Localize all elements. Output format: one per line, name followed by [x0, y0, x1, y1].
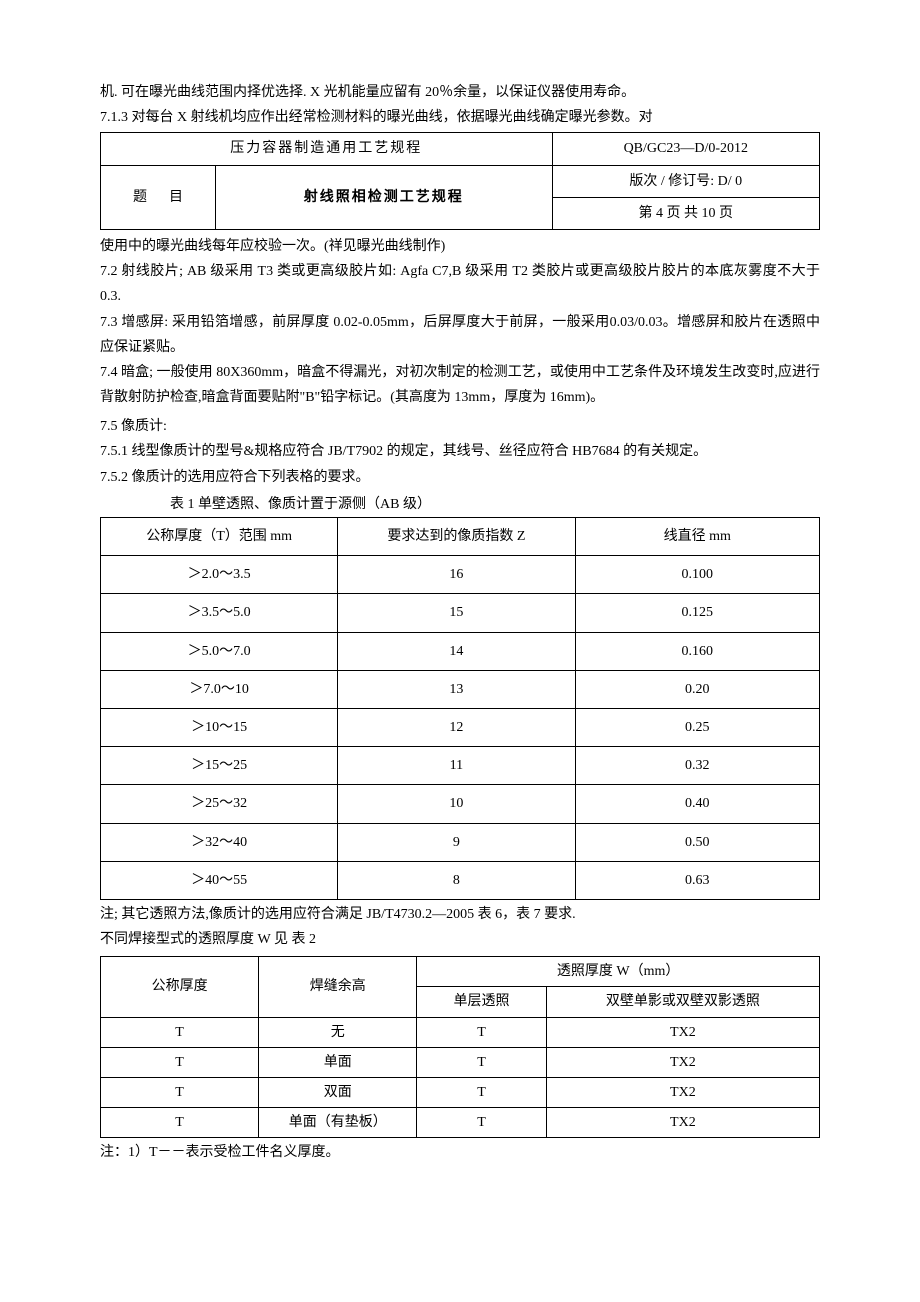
cell: ＞7.0～10	[101, 670, 338, 708]
cell: ＞10～15	[101, 708, 338, 746]
table2-header-row1: 公称厚度 焊缝余高 透照厚度 W（mm）	[101, 957, 820, 987]
cell: ＞40～55	[101, 861, 338, 899]
cell: TX2	[546, 1047, 819, 1077]
document-header-table: 压力容器制造通用工艺规程 QB/GC23—D/0-2012 题目 射线照相检测工…	[100, 132, 820, 230]
cell: 0.25	[575, 708, 819, 746]
table-row: T双面TTX2	[101, 1078, 820, 1108]
t2-h-nominal: 公称厚度	[101, 957, 259, 1017]
cell: T	[417, 1078, 546, 1108]
paragraph-intro-2: 7.1.3 对每台 X 射线机均应作出经常检测材料的曝光曲线，依据曝光曲线确定曝…	[100, 105, 820, 130]
table1-h0: 公称厚度（T）范围 mm	[101, 518, 338, 556]
table2: 公称厚度 焊缝余高 透照厚度 W（mm） 单层透照 双壁单影或双壁双影透照 T无…	[100, 956, 820, 1138]
cell: 16	[338, 556, 575, 594]
table-row: ＞15～25110.32	[101, 747, 820, 785]
cell: ＞2.0～3.5	[101, 556, 338, 594]
cell: 0.100	[575, 556, 819, 594]
table-row: ＞32～4090.50	[101, 823, 820, 861]
cell: 11	[338, 747, 575, 785]
table1: 公称厚度（T）范围 mm 要求达到的像质指数 Z 线直径 mm ＞2.0～3.5…	[100, 517, 820, 900]
paragraph-7: 7.5 像质计:	[100, 414, 820, 439]
paragraph-3: 使用中的曝光曲线每年应校验一次。(祥见曝光曲线制作)	[100, 234, 820, 259]
table-row: ＞25～32100.40	[101, 785, 820, 823]
cell: T	[101, 1047, 259, 1077]
doc-title: 压力容器制造通用工艺规程	[101, 133, 553, 165]
table1-header-row: 公称厚度（T）范围 mm 要求达到的像质指数 Z 线直径 mm	[101, 518, 820, 556]
cell: 单面	[259, 1047, 417, 1077]
cell: T	[101, 1108, 259, 1138]
cell: ＞25～32	[101, 785, 338, 823]
paragraph-6: 7.4 暗盒; 一般使用 80X360mm，暗盒不得漏光，对初次制定的检测工艺，…	[100, 360, 820, 410]
paragraph-4: 7.2 射线胶片; AB 级采用 T3 类或更高级胶片如: Agfa C7,B …	[100, 259, 820, 309]
table1-h1: 要求达到的像质指数 Z	[338, 518, 575, 556]
cell: TX2	[546, 1078, 819, 1108]
table-row: T单面（有垫板）TTX2	[101, 1108, 820, 1138]
cell: 0.50	[575, 823, 819, 861]
cell: 9	[338, 823, 575, 861]
table-row: T无TTX2	[101, 1017, 820, 1047]
cell: 13	[338, 670, 575, 708]
t2-h-double: 双壁单影或双壁双影透照	[546, 987, 819, 1017]
cell: 0.160	[575, 632, 819, 670]
cell: 0.32	[575, 747, 819, 785]
table-row: T单面TTX2	[101, 1047, 820, 1077]
cell: 0.125	[575, 594, 819, 632]
revision-info: 版次 / 修订号: D/ 0	[552, 165, 819, 197]
cell: T	[417, 1047, 546, 1077]
paragraph-5: 7.3 增感屏: 采用铅箔增感，前屏厚度 0.02-0.05mm，后屏厚度大于前…	[100, 310, 820, 360]
cell: 无	[259, 1017, 417, 1047]
cell: 0.20	[575, 670, 819, 708]
cell: T	[101, 1078, 259, 1108]
table-row: ＞2.0～3.5160.100	[101, 556, 820, 594]
page-info: 第 4 页 共 10 页	[552, 197, 819, 229]
table1-note1: 注; 其它透照方法,像质计的选用应符合满足 JB/T4730.2—2005 表 …	[100, 902, 820, 927]
table1-note2: 不同焊接型式的透照厚度 W 见 表 2	[100, 927, 820, 952]
t2-h-weld: 焊缝余高	[259, 957, 417, 1017]
table-row: ＞10～15120.25	[101, 708, 820, 746]
cell: TX2	[546, 1017, 819, 1047]
cell: ＞32～40	[101, 823, 338, 861]
paragraph-9: 7.5.2 像质计的选用应符合下列表格的要求。	[100, 465, 820, 490]
cell: 双面	[259, 1078, 417, 1108]
table-row: ＞5.0～7.0140.160	[101, 632, 820, 670]
cell: 0.40	[575, 785, 819, 823]
cell: 8	[338, 861, 575, 899]
table2-note: 注：1）T－－表示受检工件名义厚度。	[100, 1140, 820, 1165]
cell: 10	[338, 785, 575, 823]
paragraph-intro-1: 机. 可在曝光曲线范围内择优选择. X 光机能量应留有 20％余量，以保证仪器使…	[100, 80, 820, 105]
main-title: 射线照相检测工艺规程	[216, 165, 553, 229]
table1-h2: 线直径 mm	[575, 518, 819, 556]
table-row: ＞3.5～5.0150.125	[101, 594, 820, 632]
cell: T	[417, 1108, 546, 1138]
cell: 单面（有垫板）	[259, 1108, 417, 1138]
cell: 14	[338, 632, 575, 670]
cell: ＞3.5～5.0	[101, 594, 338, 632]
table-row: ＞40～5580.63	[101, 861, 820, 899]
table1-caption: 表 1 单壁透照、像质计置于源侧（AB 级）	[170, 492, 820, 517]
cell: T	[101, 1017, 259, 1047]
cell: 0.63	[575, 861, 819, 899]
cell: ＞5.0～7.0	[101, 632, 338, 670]
cell: 12	[338, 708, 575, 746]
subject-label: 题目	[101, 165, 216, 229]
cell: ＞15～25	[101, 747, 338, 785]
cell: T	[417, 1017, 546, 1047]
table-row: ＞7.0～10130.20	[101, 670, 820, 708]
cell: TX2	[546, 1108, 819, 1138]
doc-code: QB/GC23—D/0-2012	[552, 133, 819, 165]
cell: 15	[338, 594, 575, 632]
paragraph-8: 7.5.1 线型像质计的型号&规格应符合 JB/T7902 的规定，其线号、丝径…	[100, 439, 820, 464]
t2-h-single: 单层透照	[417, 987, 546, 1017]
t2-h-trans: 透照厚度 W（mm）	[417, 957, 820, 987]
